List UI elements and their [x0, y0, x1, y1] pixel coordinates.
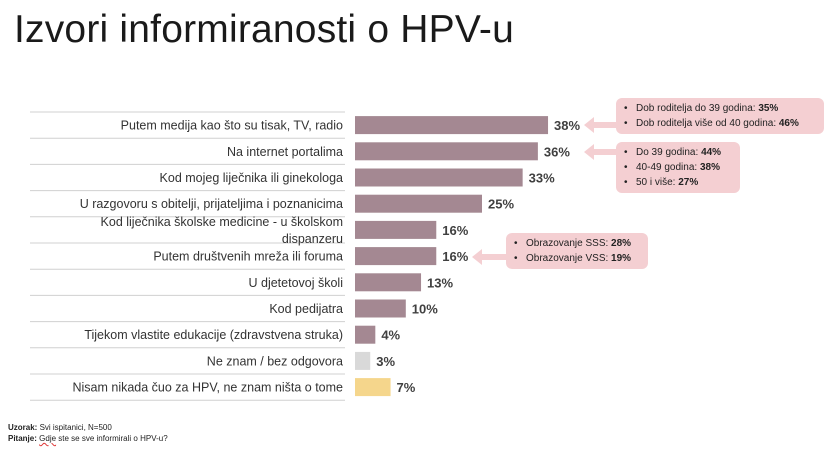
bar-value-label: 3%	[376, 354, 395, 369]
bar-value-label: 10%	[412, 302, 438, 317]
category-label: Kod liječnika školske medicine - u škols…	[101, 215, 343, 229]
category-label: Na internet portalima	[227, 145, 343, 159]
bar	[355, 116, 549, 135]
bar	[355, 273, 422, 292]
callout-item-value: 44%	[701, 147, 722, 158]
category-label: Putem medija kao što su tisak, TV, radio	[121, 119, 343, 133]
bar-value-label: 4%	[381, 328, 400, 343]
callout-item: Do 39 godina: 44%	[624, 145, 732, 160]
bar-value-label: 13%	[427, 275, 453, 290]
callout-arrow	[584, 144, 618, 160]
bar-value-label: 38%	[554, 118, 580, 133]
category-label: Ne znam / bez odgovora	[207, 354, 343, 368]
sample-label: Uzorak:	[8, 423, 38, 432]
callout-item-text: 50 i više:	[636, 177, 679, 188]
bar-value-label: 7%	[397, 380, 416, 395]
bar	[355, 168, 523, 187]
callout-arrow	[584, 117, 618, 133]
callout-item: 40-49 godina: 38%	[624, 160, 732, 175]
callout-education: Obrazovanje SSS: 28%Obrazovanje VSS: 19%	[506, 233, 648, 269]
callout-item-value: 46%	[778, 118, 799, 129]
callout-item-text: Do 39 godina:	[636, 147, 702, 158]
callout-item-value: 38%	[699, 162, 720, 173]
category-label: Kod pedijatra	[269, 302, 343, 316]
footer-question: Pitanje: Gdje ste se sve informirali o H…	[8, 434, 168, 443]
callout-item-text: Obrazovanje SSS:	[526, 238, 612, 249]
callout-parent-age: Dob roditelja do 39 godina: 35%Dob rodit…	[616, 98, 824, 134]
category-label: U razgovoru s obitelji, prijateljima i p…	[80, 197, 343, 211]
category-label: Tijekom vlastite edukacije (zdravstvena …	[84, 328, 343, 342]
question-word: Gdje	[39, 434, 57, 443]
bar	[355, 351, 371, 370]
callout-item-value: 28%	[611, 238, 632, 249]
bar	[355, 142, 538, 161]
page-title: Izvori informiranosti o HPV-u	[14, 8, 514, 51]
footer-sample: Uzorak: Svi ispitanici, N=500	[8, 423, 112, 432]
bar	[355, 299, 406, 318]
callout-item: 50 i više: 27%	[624, 175, 732, 190]
callout-item-value: 27%	[678, 177, 699, 188]
bar	[355, 247, 437, 266]
sample-text: Svi ispitanici, N=500	[37, 423, 112, 432]
callout-item-text: Obrazovanje VSS:	[526, 253, 612, 264]
bar	[355, 220, 437, 239]
callout-item-value: 19%	[611, 253, 632, 264]
bar	[355, 194, 482, 213]
callout-item-value: 35%	[758, 103, 779, 114]
callout-age-groups: Do 39 godina: 44%40-49 godina: 38%50 i v…	[616, 142, 740, 193]
callout-arrow	[472, 249, 508, 265]
category-label: Putem društvenih mreža ili foruma	[153, 250, 343, 264]
bar-value-label: 25%	[488, 197, 514, 212]
category-label: U djetetovoj školi	[249, 276, 344, 290]
callout-item: Dob roditelja više od 40 godina: 46%	[624, 116, 816, 131]
callout-item-text: 40-49 godina:	[636, 162, 700, 173]
callout-item-text: Dob roditelja do 39 godina:	[636, 103, 759, 114]
question-label: Pitanje:	[8, 434, 37, 443]
bar-value-label: 16%	[442, 223, 468, 238]
callout-item: Obrazovanje VSS: 19%	[514, 251, 640, 266]
question-text: ste se sve informirali o HPV-u?	[56, 434, 168, 443]
callout-item: Obrazovanje SSS: 28%	[514, 236, 640, 251]
category-label: Kod mojeg liječnika ili ginekologa	[160, 171, 343, 185]
callout-item-text: Dob roditelja više od 40 godina:	[636, 118, 779, 129]
category-label: Nisam nikada čuo za HPV, ne znam ništa o…	[72, 381, 343, 395]
bar-value-label: 36%	[544, 144, 570, 159]
bar-value-label: 16%	[442, 249, 468, 264]
bar	[355, 325, 376, 344]
category-label: dispanzeru	[282, 232, 343, 246]
bar	[355, 378, 391, 397]
callout-item: Dob roditelja do 39 godina: 35%	[624, 101, 816, 116]
bar-value-label: 33%	[529, 171, 555, 186]
